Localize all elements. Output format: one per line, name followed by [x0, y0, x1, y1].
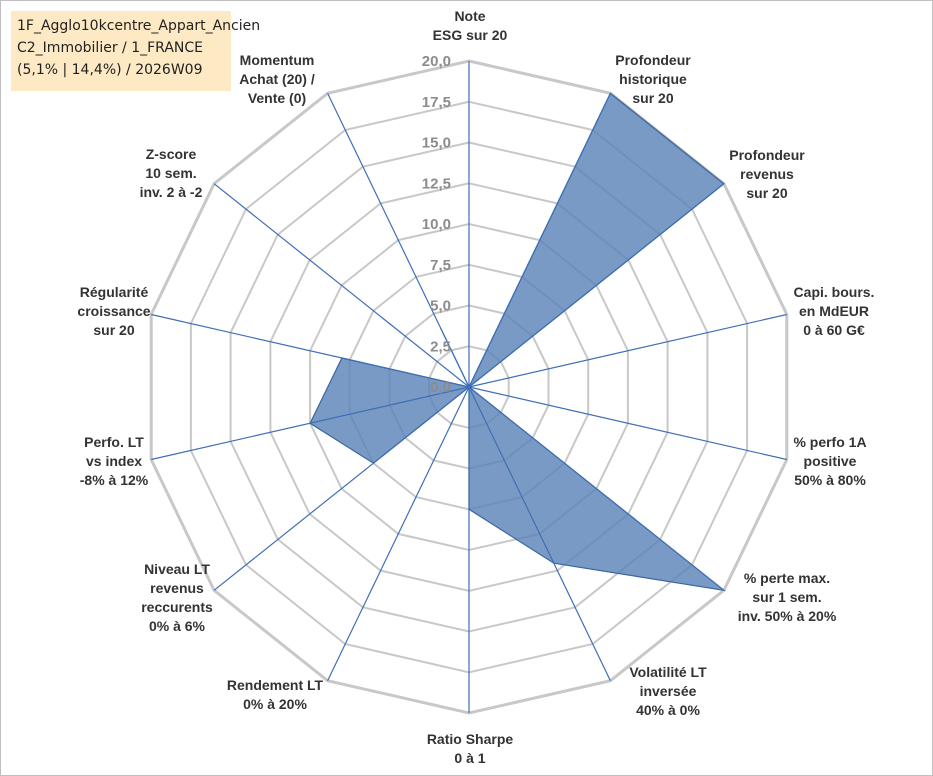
chart-title-box: 1F_Agglo10kcentre_Appart_Ancien C2_Immob…: [11, 11, 261, 91]
axis-label-9-line-2: reccurents: [141, 599, 213, 615]
tick-label-7: 17,5: [422, 94, 451, 111]
axis-label-8-line-0: Rendement LT: [227, 677, 324, 693]
axis-label-11-line-1: croissance: [77, 303, 150, 319]
axis-label-7-line-1: 0 à 1: [454, 750, 485, 766]
axis-label-9-line-1: revenus: [150, 580, 204, 596]
axis-label-10-line-1: vs index: [86, 453, 142, 469]
axis-label-12-line-0: Z-score: [146, 146, 197, 162]
axis-label-5-line-2: inv. 50% à 20%: [738, 608, 837, 624]
axis-spoke-12: [213, 183, 470, 388]
axis-spoke-8: [327, 386, 470, 681]
axis-label-13-line-0: Momentum: [240, 52, 315, 68]
tick-label-5: 12,5: [422, 175, 451, 192]
axis-label-11-line-2: sur 20: [93, 322, 134, 338]
axis-label-4-line-1: positive: [804, 453, 857, 469]
tick-label-1: 2,5: [430, 338, 451, 355]
axis-label-9-line-3: 0% à 6%: [149, 618, 206, 634]
title-line-2: C2_Immobilier / 1_FRANCE: [17, 40, 203, 56]
axis-label-1-line-1: historique: [619, 71, 687, 87]
axis-label-5-line-1: sur 1 sem.: [752, 589, 821, 605]
axis-label-13-line-1: Achat (20) /: [239, 71, 315, 87]
axis-spoke-3: [468, 313, 787, 388]
axis-spoke-1: [468, 93, 611, 388]
axis-label-5-line-0: % perte max.: [744, 570, 830, 586]
axis-label-12-line-1: 10 sem.: [145, 165, 196, 181]
axis-label-3-line-1: en MdEUR: [799, 303, 869, 319]
axis-label-10-line-0: Perfo. LT: [84, 434, 144, 450]
axis-label-0-line-1: ESG sur 20: [433, 27, 508, 43]
axis-label-4-line-2: 50% à 80%: [794, 472, 866, 488]
axis-label-10-line-2: -8% à 12%: [80, 472, 149, 488]
axis-spoke-5: [468, 386, 725, 591]
axis-label-6-line-2: 40% à 0%: [636, 702, 700, 718]
axis-label-8-line-1: 0% à 20%: [243, 696, 307, 712]
axis-spoke-6: [468, 386, 611, 681]
axis-label-2-line-0: Profondeur: [729, 147, 805, 163]
axis-label-2-line-1: revenus: [740, 166, 794, 182]
axis-spoke-2: [468, 183, 725, 388]
tick-label-3: 7,5: [430, 257, 451, 274]
tick-label-6: 15,0: [422, 135, 451, 152]
axis-label-3-line-2: 0 à 60 G€: [803, 322, 865, 338]
axis-label-1-line-0: Profondeur: [615, 52, 691, 68]
axis-label-7-line-0: Ratio Sharpe: [427, 731, 514, 747]
tick-label-4: 10,0: [422, 216, 451, 233]
axis-label-9-line-0: Niveau LT: [144, 561, 210, 577]
axis-label-1-line-2: sur 20: [632, 90, 673, 106]
axis-label-12-line-2: inv. 2 à -2: [140, 184, 203, 200]
axis-label-11-line-0: Régularité: [80, 284, 149, 300]
axis-label-13-line-2: Vente (0): [248, 90, 306, 106]
tick-label-8: 20,0: [422, 53, 451, 70]
axis-label-6-line-0: Volatilité LT: [629, 664, 707, 680]
axis-spoke-4: [468, 386, 787, 461]
data-series-polygon: [309, 92, 727, 592]
title-line-1: 1F_Agglo10kcentre_Appart_Ancien: [17, 18, 261, 34]
title-line-3: (5,1% | 14,4%) / 2026W09: [17, 62, 203, 78]
axis-spoke-10: [151, 386, 470, 461]
tick-label-2: 5,0: [430, 298, 451, 315]
axis-spoke-11: [151, 313, 470, 388]
tick-label-0: 0,0: [430, 379, 451, 396]
axis-label-3-line-0: Capi. bours.: [794, 284, 875, 300]
axis-label-4-line-0: % perfo 1A: [793, 434, 866, 450]
axis-spoke-13: [327, 93, 470, 388]
axis-label-0-line-0: Note: [454, 8, 485, 24]
axis-label-2-line-2: sur 20: [746, 185, 787, 201]
axis-label-6-line-1: inversée: [640, 683, 697, 699]
axis-spoke-9: [213, 386, 470, 591]
